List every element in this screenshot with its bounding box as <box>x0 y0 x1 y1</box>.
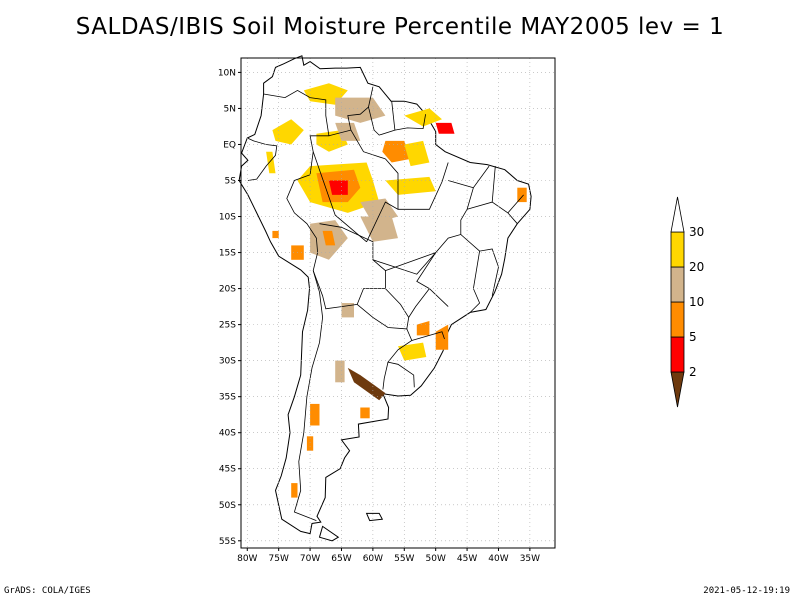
gridlines <box>241 58 555 548</box>
country-border <box>293 270 324 521</box>
shaded-region-tan <box>360 216 398 242</box>
legend-bin <box>670 336 685 373</box>
lat-tick-label: 40S <box>219 429 236 439</box>
shaded-region-orange <box>435 324 449 350</box>
legend-bin <box>670 266 685 303</box>
legend-bin <box>670 231 685 268</box>
lat-tick-label: 55S <box>219 537 236 547</box>
island-outline <box>365 512 384 522</box>
footer-timestamp: 2021-05-12-19:19 <box>703 586 790 596</box>
country-border <box>328 86 374 137</box>
lat-tick-label: 25S <box>219 321 236 331</box>
country-border <box>366 162 449 242</box>
country-border <box>350 129 386 160</box>
country-border <box>408 288 430 318</box>
legend-label: 10 <box>689 295 704 309</box>
lat-tick-label: 35S <box>219 393 236 403</box>
longitude-ticks: 80W 75W 70W 65W 60W 55W 50W 45W 40W 35W <box>237 548 540 564</box>
lon-tick-label: 60W <box>363 554 383 564</box>
lat-tick-label: 5N <box>224 104 236 114</box>
legend-label: 2 <box>689 365 697 379</box>
country-border <box>391 101 396 131</box>
country-border <box>411 331 445 341</box>
shaded-region-yellow <box>398 342 427 361</box>
country-border <box>385 158 399 210</box>
country-border <box>382 362 389 390</box>
country-border <box>286 174 319 271</box>
shaded-region-orange <box>322 230 336 246</box>
shaded-region-orange <box>517 187 527 203</box>
lon-tick-label: 35W <box>520 554 540 564</box>
shaded-region-orange <box>306 436 314 451</box>
country-border <box>372 252 437 275</box>
shaded-region-orange <box>360 407 370 419</box>
lat-tick-label: EQ <box>223 140 236 150</box>
lat-tick-label: 30S <box>219 357 236 367</box>
shaded-region-yellow <box>272 119 304 145</box>
shaded-region-orange <box>272 230 279 239</box>
legend-bin <box>670 196 685 233</box>
lon-tick-label: 45W <box>457 554 477 564</box>
shaded-region-orange <box>416 321 430 336</box>
shaded-region-tan <box>335 122 361 141</box>
shaded-region-orange <box>310 403 320 426</box>
lat-tick-label: 45S <box>219 465 236 475</box>
country-border <box>491 166 496 203</box>
lat-tick-label: 10N <box>218 68 236 78</box>
lon-tick-label: 75W <box>269 554 289 564</box>
footer-credit: GrADS: COLA/IGES <box>4 586 91 596</box>
map-frame <box>240 57 556 549</box>
lon-tick-label: 50W <box>426 554 446 564</box>
shaded-region-tan <box>335 360 345 383</box>
shaded-region-brown <box>347 367 386 401</box>
shaded-region-orange <box>382 140 411 163</box>
country-borders-layer <box>247 86 524 521</box>
percentile-shading-layer <box>266 83 527 498</box>
lon-tick-label: 55W <box>394 554 414 564</box>
shaded-region-yellow <box>266 151 276 174</box>
shaded-region-red <box>328 180 348 195</box>
lat-tick-label: 10S <box>219 213 236 223</box>
country-border <box>448 180 474 189</box>
lat-tick-label: 20S <box>219 285 236 295</box>
shaded-region-red <box>435 122 455 134</box>
country-border <box>385 165 490 271</box>
lat-tick-label: 15S <box>219 249 236 259</box>
legend-bin <box>670 371 685 408</box>
latitude-ticks: 10N 5N EQ 5S 10S 15S 20S 25S 30S 35S 40S 45S 50S 55S <box>218 68 241 547</box>
lat-tick-label: 5S <box>225 177 237 187</box>
country-border <box>460 234 499 296</box>
lon-tick-label: 40W <box>488 554 508 564</box>
country-border <box>469 251 481 313</box>
legend-label: 5 <box>689 330 697 344</box>
legend-label: 30 <box>689 225 704 239</box>
legend-label: 20 <box>689 260 704 274</box>
shaded-region-tan <box>341 303 354 318</box>
lon-tick-label: 80W <box>237 554 257 564</box>
lat-tick-label: 50S <box>219 501 236 511</box>
lon-tick-label: 70W <box>300 554 320 564</box>
country-border <box>466 201 518 224</box>
lon-tick-label: 65W <box>331 554 351 564</box>
map-title: SALDAS/IBIS Soil Moisture Percentile MAY… <box>75 14 725 40</box>
island-outline <box>318 525 340 542</box>
legend-bin <box>670 301 685 338</box>
color-legend: 2 5 10 20 30 <box>670 196 704 408</box>
shaded-region-yellow <box>404 108 442 127</box>
country-border <box>507 194 524 214</box>
country-border <box>312 151 367 243</box>
shaded-region-orange <box>291 483 298 498</box>
country-border <box>416 252 449 307</box>
shaded-region-yellow <box>404 140 430 167</box>
country-border <box>263 89 330 175</box>
country-border <box>247 137 278 181</box>
